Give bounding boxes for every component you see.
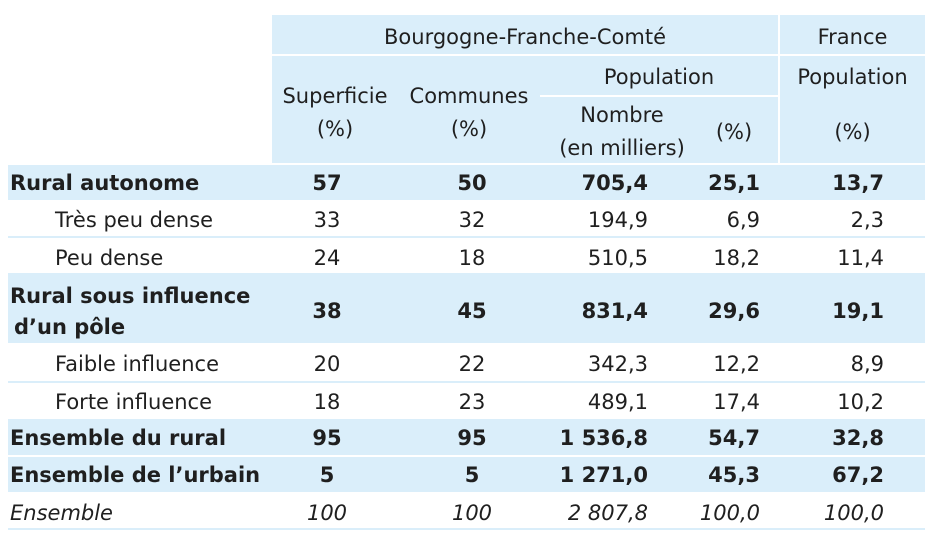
header-superficie: Superficie xyxy=(282,84,388,108)
row-band xyxy=(8,165,925,200)
row-label: Ensemble xyxy=(10,501,113,525)
cell-communes: 45 xyxy=(457,299,487,323)
cell-communes: 50 xyxy=(457,171,487,195)
row-divider xyxy=(8,528,925,530)
cell-nombre: 1 536,8 xyxy=(559,426,648,450)
header-region: Bourgogne-Franche-Comté xyxy=(384,25,666,49)
row-band xyxy=(8,273,925,343)
cell-pct: 100,0 xyxy=(699,501,760,525)
header-population-france: Population xyxy=(797,65,908,89)
cell-superficie: 38 xyxy=(312,299,342,323)
header-divider xyxy=(778,15,780,163)
cell-communes: 18 xyxy=(458,246,486,270)
cell-pct: 29,6 xyxy=(708,299,760,323)
header-country: France xyxy=(817,25,888,49)
cell-superficie: 20 xyxy=(313,352,341,376)
cell-nombre: 194,9 xyxy=(587,208,648,232)
row-divider xyxy=(8,455,925,457)
cell-communes: 32 xyxy=(458,208,486,232)
cell-nombre: 342,3 xyxy=(587,352,648,376)
cell-france: 19,1 xyxy=(832,299,884,323)
cell-superficie: 18 xyxy=(313,390,341,414)
cell-france: 67,2 xyxy=(832,463,884,487)
table-header xyxy=(272,15,925,163)
row-divider xyxy=(8,236,925,238)
header-divider xyxy=(272,54,925,56)
cell-communes: 23 xyxy=(458,390,486,414)
cell-nombre: 489,1 xyxy=(587,390,648,414)
cell-pct: 17,4 xyxy=(713,390,760,414)
row-label: Forte influence xyxy=(55,390,213,414)
header-divider xyxy=(540,95,778,97)
cell-pct: 18,2 xyxy=(713,246,760,270)
cell-communes: 22 xyxy=(458,352,486,376)
cell-superficie: 33 xyxy=(313,208,341,232)
cell-nombre: 2 807,8 xyxy=(567,501,648,525)
header-nombre-unit: (en milliers) xyxy=(559,136,685,160)
cell-nombre: 510,5 xyxy=(587,246,648,270)
cell-france: 100,0 xyxy=(823,501,884,525)
cell-superficie: 57 xyxy=(312,171,342,195)
row-label: Ensemble de l’urbain xyxy=(10,463,261,487)
header-population: Population xyxy=(603,65,715,89)
row-label: Faible influence xyxy=(55,352,219,376)
header-superficie-unit: (%) xyxy=(316,117,354,141)
header-communes: Communes xyxy=(409,84,529,108)
cell-france: 2,3 xyxy=(850,208,884,232)
cell-pct: 25,1 xyxy=(708,171,760,195)
cell-pct: 54,7 xyxy=(708,426,760,450)
header-pct-france: (%) xyxy=(834,120,871,144)
row-label: Peu dense xyxy=(55,246,164,270)
cell-communes: 100 xyxy=(451,501,493,525)
row-label: Rural sous influence xyxy=(10,284,251,308)
cell-france: 8,9 xyxy=(850,352,884,376)
row-label: Très peu dense xyxy=(55,208,214,232)
cell-france: 32,8 xyxy=(832,426,884,450)
cell-superficie: 24 xyxy=(313,246,341,270)
header-nombre: Nombre xyxy=(580,103,664,127)
cell-communes: 5 xyxy=(464,463,480,487)
cell-nombre: 1 271,0 xyxy=(559,463,648,487)
cell-pct: 45,3 xyxy=(708,463,760,487)
cell-superficie: 5 xyxy=(319,463,335,487)
row-label: Rural autonome xyxy=(10,171,200,195)
cell-superficie: 100 xyxy=(306,501,348,525)
cell-france: 10,2 xyxy=(837,390,884,414)
row-divider xyxy=(8,381,925,383)
cell-communes: 95 xyxy=(457,426,487,450)
cell-france: 13,7 xyxy=(832,171,884,195)
cell-france: 11,4 xyxy=(837,246,884,270)
cell-superficie: 95 xyxy=(312,426,342,450)
row-label-line2: d’un pôle xyxy=(14,315,126,339)
header-pct: (%) xyxy=(715,120,753,144)
cell-nombre: 705,4 xyxy=(581,171,648,195)
cell-pct: 12,2 xyxy=(713,352,760,376)
row-label: Ensemble du rural xyxy=(10,426,227,450)
cell-nombre: 831,4 xyxy=(581,299,648,323)
cell-pct: 6,9 xyxy=(726,208,760,232)
header-communes-unit: (%) xyxy=(450,117,488,141)
